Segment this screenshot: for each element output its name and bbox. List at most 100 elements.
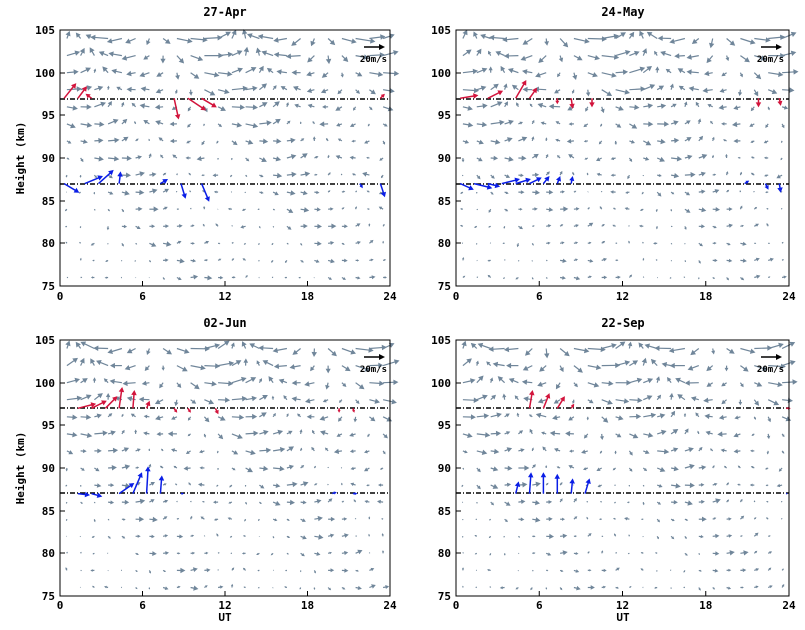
wind-vector-head [92, 259, 94, 262]
wind-vector-head [576, 55, 583, 61]
wind-vector-head [614, 502, 616, 504]
wind-vector-head [695, 101, 700, 106]
wind-vector [80, 378, 88, 384]
wind-vector [349, 123, 356, 127]
wind-vector-head [185, 156, 189, 160]
wind-vector [504, 137, 513, 143]
wind-vector-head [330, 533, 335, 538]
wind-vector [352, 173, 356, 176]
highlight-vector-97km-head [174, 114, 181, 120]
wind-vector-head [325, 58, 332, 65]
wind-vector-head [188, 482, 191, 485]
wind-vector-head [690, 172, 696, 178]
wind-vector [154, 399, 164, 405]
wind-vector-head [86, 414, 92, 420]
wind-vector-head [763, 140, 768, 144]
wind-vector [162, 534, 169, 538]
wind-vector-head [356, 223, 361, 227]
wind-vector-head [73, 69, 79, 75]
wind-vector-head [65, 226, 67, 228]
wind-vector-head [86, 432, 93, 438]
wind-vector [80, 157, 84, 163]
x-tick-label: 12 [218, 599, 231, 612]
wind-vector [230, 174, 233, 178]
wind-vector-head [150, 482, 155, 486]
wind-vector [518, 173, 524, 178]
highlight-vector-87km [542, 176, 550, 185]
wind-vector [291, 380, 301, 386]
wind-vector-head [230, 552, 232, 554]
wind-vector [286, 242, 289, 245]
wind-vector-head [256, 552, 259, 555]
wind-vector [227, 517, 233, 521]
wind-vector-head [274, 518, 278, 522]
wind-vector [243, 242, 247, 245]
wind-vector-head [108, 209, 110, 212]
highlight-vector-87km-shaft [132, 474, 142, 494]
wind-vector-head [90, 243, 94, 246]
wind-vector-head [608, 380, 614, 387]
wind-vector-head [123, 518, 126, 521]
scale-arrow: 20m/s [757, 354, 784, 375]
wind-vector-head [753, 191, 755, 192]
wind-vector [490, 483, 499, 489]
wind-vector [143, 120, 150, 125]
wind-vector-head [381, 518, 383, 520]
wind-vector [638, 342, 644, 349]
wind-vector [341, 37, 357, 44]
wind-vector-head [686, 54, 692, 60]
wind-vector-head [683, 276, 685, 278]
highlight-vector-87km [145, 466, 151, 494]
wind-vector-head [389, 88, 395, 94]
wind-vector-head [331, 350, 337, 357]
wind-vector-head [627, 176, 630, 180]
wind-vector-shaft [505, 37, 519, 41]
wind-vector-head [713, 173, 717, 176]
y-axis-label: Height (km) [14, 122, 27, 195]
wind-vector [300, 535, 307, 540]
wind-vector-head [169, 121, 175, 127]
wind-vector-head [123, 136, 129, 142]
wind-vector [314, 483, 318, 486]
wind-vector-head [636, 377, 643, 383]
wind-vector [175, 191, 178, 193]
wind-vector [628, 31, 635, 39]
wind-vector [80, 139, 88, 144]
wind-vector-head [370, 89, 376, 95]
wind-vector [382, 106, 394, 112]
wind-vector [217, 88, 230, 95]
wind-vector [327, 348, 337, 357]
wind-vector-head [776, 174, 781, 179]
wind-vector-head [82, 449, 87, 454]
highlight-vector-87km-head [536, 177, 542, 183]
y-tick-label: 90 [42, 152, 55, 165]
wind-vector-head [462, 585, 464, 587]
wind-vector-head [642, 587, 643, 588]
wind-vector [327, 172, 331, 176]
wind-vector [642, 484, 645, 487]
wind-vector [286, 499, 295, 506]
wind-vector-head [67, 140, 72, 144]
wind-vector-head [492, 483, 499, 489]
wind-vector-head [486, 361, 491, 366]
wind-vector-head [382, 141, 386, 145]
wind-vector-head [695, 412, 699, 417]
wind-vector [768, 257, 774, 262]
wind-vector [546, 500, 553, 504]
highlight-vectors [63, 83, 386, 202]
wind-vector [327, 587, 332, 591]
wind-vector [643, 449, 650, 454]
wind-vector-shaft [768, 72, 781, 76]
wind-vector-head [549, 430, 555, 437]
wind-vector-head [728, 258, 733, 263]
wind-vector [135, 155, 142, 160]
wind-vector [341, 533, 349, 538]
wind-vector [108, 156, 120, 162]
wind-vector-head [575, 569, 580, 573]
wind-vector-head [643, 485, 645, 487]
wind-vector-head [487, 568, 490, 572]
wind-vector [749, 483, 755, 487]
wind-vector-head [537, 398, 544, 404]
wind-vector [684, 172, 696, 178]
wind-vector-head [712, 465, 715, 468]
